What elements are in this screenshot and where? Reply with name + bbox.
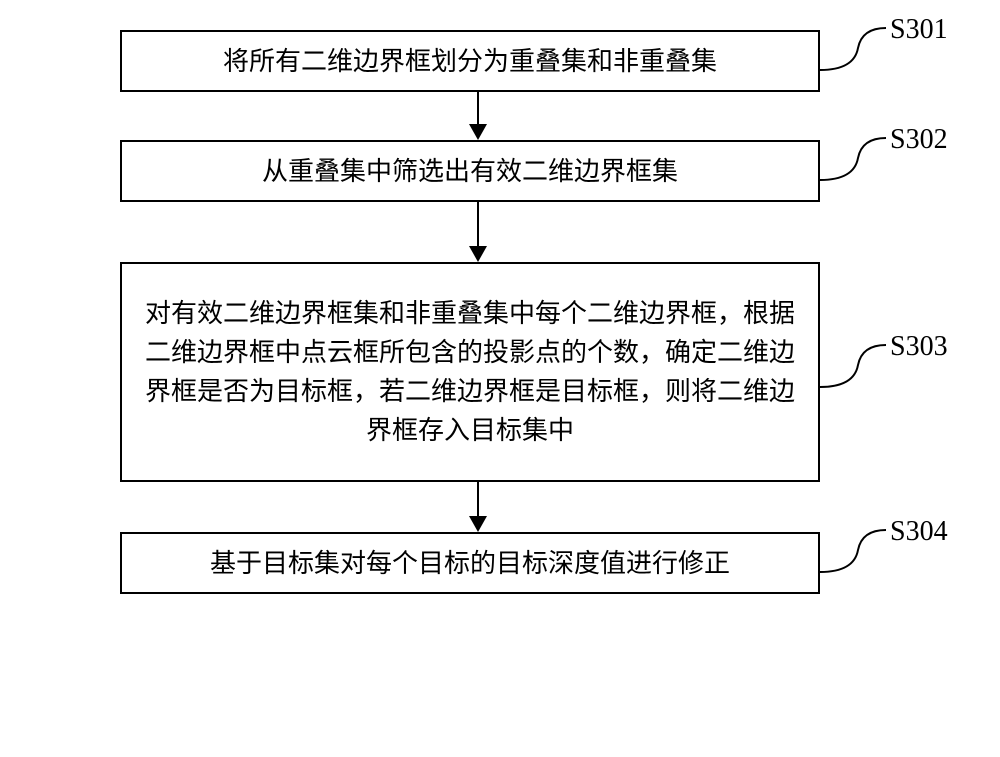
arrow-row	[40, 92, 960, 140]
step-label-S304: S304	[890, 516, 948, 548]
arrow-down-icon	[469, 482, 487, 532]
connector-curve-icon	[820, 528, 890, 574]
step-box-S301: 将所有二维边界框划分为重叠集和非重叠集	[120, 30, 820, 92]
step-label-connector: S303	[820, 347, 948, 363]
step-label-S301: S301	[890, 14, 948, 46]
arrow-line	[477, 92, 479, 124]
arrow-line	[477, 202, 479, 246]
arrow-row	[40, 202, 960, 262]
arrow-row	[40, 482, 960, 532]
arrow-down-icon	[469, 202, 487, 262]
step-box-S302: 从重叠集中筛选出有效二维边界框集	[120, 140, 820, 202]
arrow-down-icon	[469, 92, 487, 140]
step-row: 对有效二维边界框集和非重叠集中每个二维边界框，根据二维边界框中点云框所包含的投影…	[40, 262, 960, 482]
step-box-S303: 对有效二维边界框集和非重叠集中每个二维边界框，根据二维边界框中点云框所包含的投影…	[120, 262, 820, 482]
connector-curve-icon	[820, 26, 890, 72]
arrow-head-icon	[469, 516, 487, 532]
flowchart-container: 将所有二维边界框划分为重叠集和非重叠集S301从重叠集中筛选出有效二维边界框集S…	[40, 30, 960, 594]
step-box-S304: 基于目标集对每个目标的目标深度值进行修正	[120, 532, 820, 594]
step-label-connector: S301	[820, 30, 948, 46]
step-row: 从重叠集中筛选出有效二维边界框集S302	[40, 140, 960, 202]
arrow-line	[477, 482, 479, 516]
step-label-connector: S304	[820, 532, 948, 548]
step-label-connector: S302	[820, 140, 948, 156]
arrow-head-icon	[469, 246, 487, 262]
connector-curve-icon	[820, 136, 890, 182]
connector-curve-icon	[820, 343, 890, 389]
step-row: 基于目标集对每个目标的目标深度值进行修正S304	[40, 532, 960, 594]
arrow-head-icon	[469, 124, 487, 140]
step-row: 将所有二维边界框划分为重叠集和非重叠集S301	[40, 30, 960, 92]
step-label-S303: S303	[890, 331, 948, 363]
step-label-S302: S302	[890, 124, 948, 156]
